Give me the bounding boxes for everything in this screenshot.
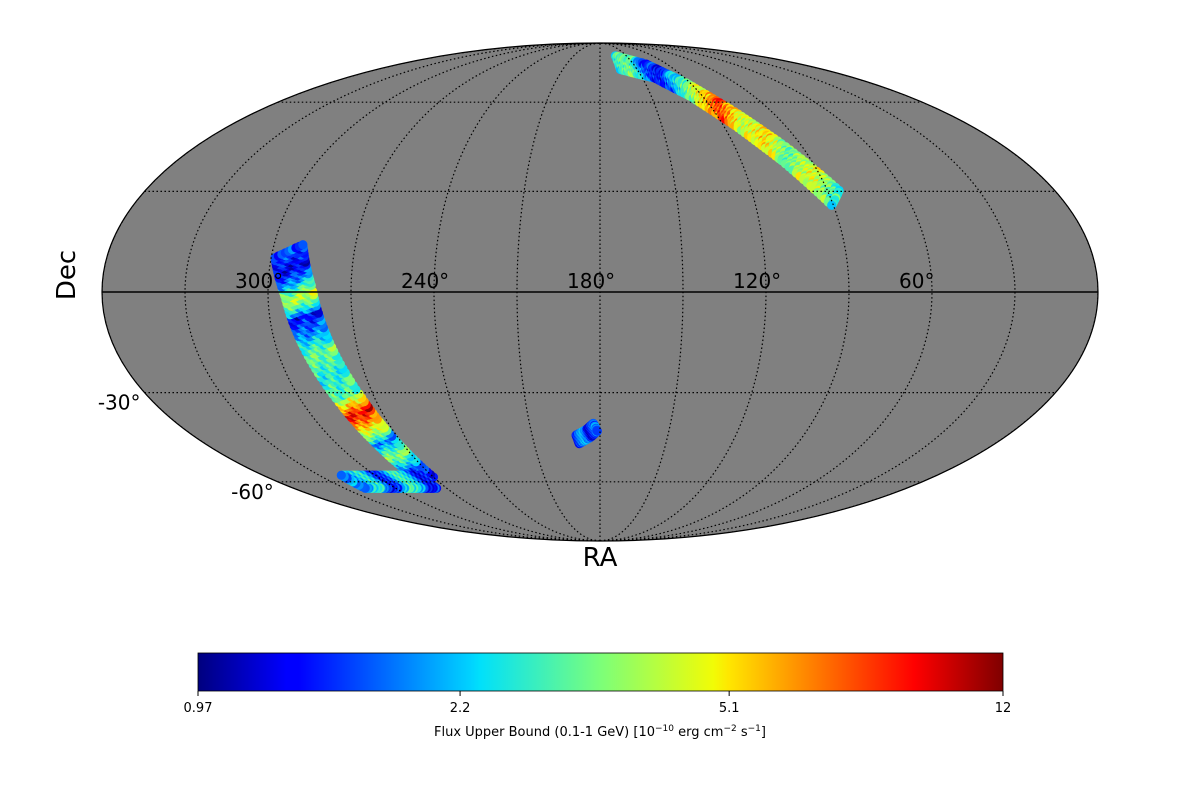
y-axis-title: Dec: [52, 250, 82, 300]
ra-tick-label: 300°: [235, 269, 283, 293]
ra-tick-label: 60°: [899, 269, 934, 293]
dec-tick-label: -30°: [98, 391, 141, 415]
dec-tick-label: -60°: [231, 480, 274, 504]
colorbar-tick-label: 5.1: [719, 701, 740, 716]
colorbar-gradient: [197, 652, 1004, 692]
flux-regions: [270, 51, 844, 493]
colorbar-ticks: 0.97 2.2 5.1 12: [184, 691, 1012, 716]
ra-tick-label: 240°: [401, 269, 449, 293]
colorbar-tick-label: 12: [995, 701, 1012, 716]
ra-tick-label: 120°: [733, 269, 781, 293]
colorbar-tick-label: 0.97: [184, 701, 213, 716]
ra-tick-label: 180°: [567, 269, 615, 293]
colorbar: 0.97 2.2 5.1 12 Flux Upper Bound (0.1-1 GeV…: [184, 652, 1012, 740]
flux-pixel: [336, 470, 346, 480]
colorbar-tick-label: 2.2: [450, 701, 471, 716]
flux-pixel: [298, 240, 308, 250]
x-axis-title: RA: [583, 543, 618, 573]
colorbar-label: Flux Upper Bound (0.1-1 GeV) [10−10 erg …: [434, 724, 766, 740]
